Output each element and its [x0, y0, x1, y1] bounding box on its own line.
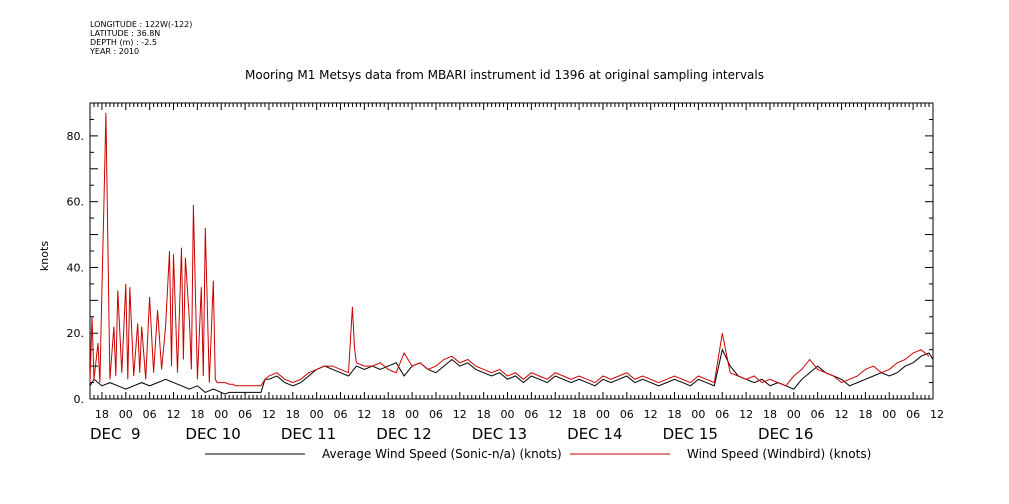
x-tick-label: 00: [882, 408, 896, 421]
x-tick-label: 12: [453, 408, 467, 421]
x-tick-label: 12: [930, 408, 944, 421]
series-layer: [89, 112, 934, 395]
x-tick-label: 12: [357, 408, 371, 421]
x-tick-label: 18: [95, 408, 109, 421]
x-tick-label: 18: [858, 408, 872, 421]
legend: Average Wind Speed (Sonic-n/a) (knots) Wi…: [205, 447, 871, 461]
y-axis-label: knots: [38, 241, 51, 271]
x-tick-label: 18: [190, 408, 204, 421]
x-tick-label: 18: [572, 408, 586, 421]
x-tick-label: 00: [405, 408, 419, 421]
x-tick-label: 12: [835, 408, 849, 421]
x-tick-label: 18: [286, 408, 300, 421]
x-tick-label: 06: [620, 408, 634, 421]
longitude-label: LONGITUDE : 122W(-122): [90, 20, 193, 29]
x-tick-label: 06: [143, 408, 157, 421]
plot-frame: [89, 102, 934, 400]
x-tick-label: 18: [668, 408, 682, 421]
axis-ticks: [89, 102, 934, 400]
chart-title: Mooring M1 Metsys data from MBARI instru…: [245, 68, 764, 82]
x-tick-label: 06: [524, 408, 538, 421]
year-label: YEAR : 2010: [90, 47, 140, 56]
x-tick-label: 06: [334, 408, 348, 421]
x-tick-label: 12: [167, 408, 181, 421]
legend-label-windbird: Wind Speed (Windbird) (knots): [687, 447, 871, 461]
x-tick-label: 06: [811, 408, 825, 421]
x-day-label: DEC 9: [90, 425, 141, 443]
x-tick-label: 12: [739, 408, 753, 421]
x-tick-label: 00: [787, 408, 801, 421]
x-day-label: DEC 10: [185, 425, 240, 443]
x-tick-label: 00: [691, 408, 705, 421]
x-tick-label: 00: [501, 408, 515, 421]
x-tick-label: 00: [310, 408, 324, 421]
x-tick-label: 12: [644, 408, 658, 421]
plot-border: [89, 102, 934, 400]
x-day-label: DEC 13: [472, 425, 527, 443]
metadata-block: LONGITUDE : 122W(-122) LATITUDE : 36.8N …: [90, 20, 192, 56]
x-tick-label: 06: [715, 408, 729, 421]
latitude-label: LATITUDE : 36.8N: [90, 29, 161, 38]
x-tick-label: 12: [548, 408, 562, 421]
x-tick-label: 00: [119, 408, 133, 421]
depth-label: DEPTH (m) : -2.5: [90, 38, 157, 47]
y-tick-label: 40.: [67, 261, 85, 274]
y-tick-label: 20.: [67, 327, 85, 340]
x-day-label: DEC 12: [376, 425, 431, 443]
x-day-label: DEC 16: [758, 425, 813, 443]
x-tick-label: 12: [262, 408, 276, 421]
y-tick-label: 60.: [67, 196, 85, 209]
x-tick-label: 06: [238, 408, 252, 421]
x-tick-label: 00: [596, 408, 610, 421]
x-tick-label: 06: [429, 408, 443, 421]
series-windbird-wind-speed: [89, 112, 930, 387]
x-tick-label: 00: [214, 408, 228, 421]
x-tick-label: 18: [477, 408, 491, 421]
x-day-label: DEC 11: [281, 425, 336, 443]
x-tick-label: 18: [763, 408, 777, 421]
axis-labels: 0. 20. 40. 60. 80. 18 00 06 12 18 00 06 12 18 00 06 12 18…: [67, 130, 944, 443]
y-tick-label: 80.: [67, 130, 85, 143]
series-average-wind-speed: [89, 348, 934, 395]
y-tick-label: 0.: [74, 393, 85, 406]
x-tick-label: 18: [381, 408, 395, 421]
x-day-label: DEC 15: [663, 425, 718, 443]
x-day-label: DEC 14: [567, 425, 622, 443]
legend-label-average: Average Wind Speed (Sonic-n/a) (knots): [322, 447, 562, 461]
x-tick-label: 06: [906, 408, 920, 421]
